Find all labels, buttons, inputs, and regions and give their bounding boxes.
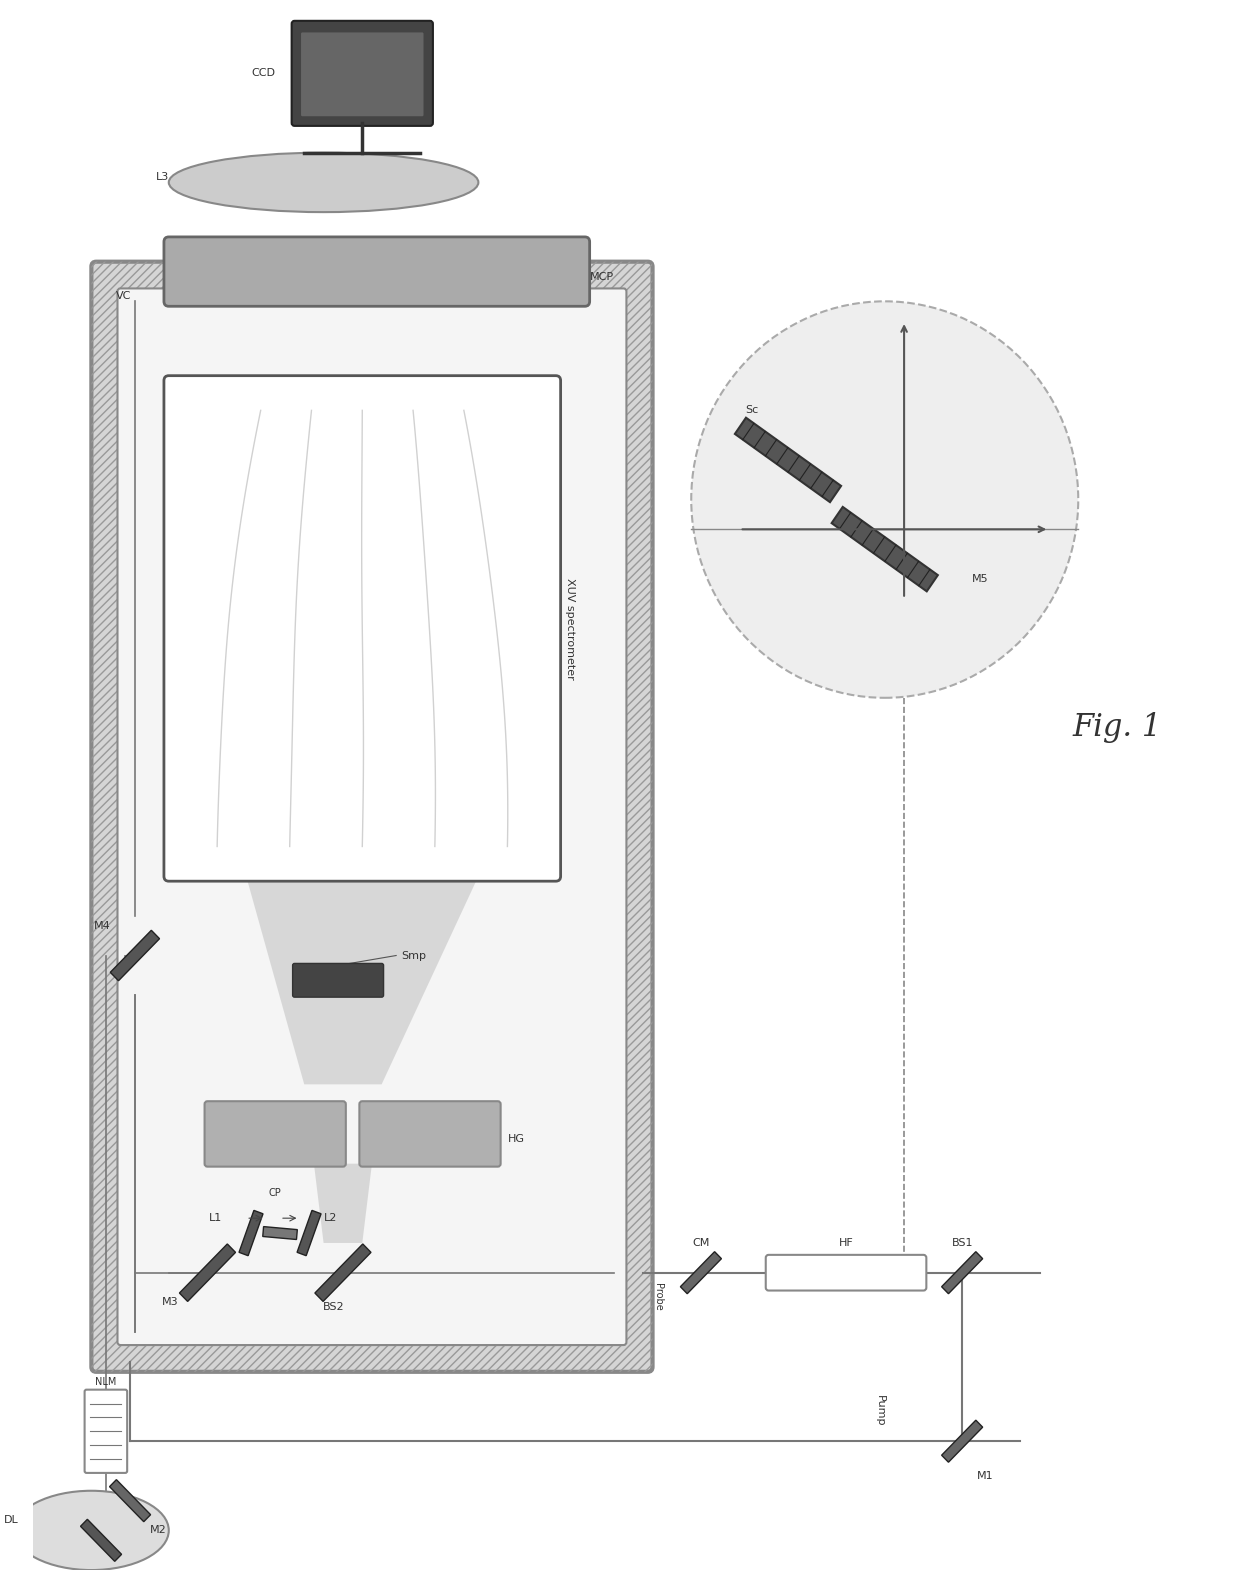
Text: M3: M3 [162,1298,179,1307]
Polygon shape [298,1211,321,1255]
Circle shape [691,301,1079,697]
Text: MCP: MCP [590,271,614,282]
Text: Smp: Smp [401,951,427,960]
Text: XUV spectrometer: XUV spectrometer [565,577,575,680]
Text: M1: M1 [977,1471,993,1481]
Text: M5: M5 [972,574,988,583]
FancyBboxPatch shape [300,32,424,117]
FancyBboxPatch shape [766,1255,926,1290]
Text: DL: DL [4,1515,19,1525]
Polygon shape [247,877,479,1085]
Polygon shape [180,1244,236,1301]
Text: HF: HF [838,1238,853,1247]
Text: M2: M2 [150,1525,166,1536]
FancyBboxPatch shape [291,21,433,126]
FancyBboxPatch shape [164,237,590,306]
Text: Fig. 1: Fig. 1 [1073,713,1162,743]
Text: BS2: BS2 [322,1303,343,1312]
FancyBboxPatch shape [118,289,626,1345]
FancyBboxPatch shape [92,262,652,1372]
Polygon shape [832,506,937,591]
Polygon shape [941,1252,982,1293]
Polygon shape [81,1519,122,1561]
Text: M4: M4 [94,921,110,930]
FancyBboxPatch shape [84,1389,128,1473]
Polygon shape [110,930,160,981]
Text: NLM: NLM [95,1377,117,1386]
Polygon shape [314,1164,372,1243]
Polygon shape [109,1479,150,1522]
Text: HG: HG [507,1134,525,1143]
Polygon shape [315,1244,371,1301]
Polygon shape [263,1227,298,1240]
Text: BS1: BS1 [951,1238,973,1247]
Text: L3: L3 [155,172,169,183]
Polygon shape [735,418,841,501]
Text: Pump: Pump [874,1394,885,1426]
Text: Sc: Sc [745,405,759,415]
Text: L1: L1 [208,1213,222,1224]
Text: VC: VC [115,292,131,301]
Ellipse shape [14,1490,169,1571]
FancyBboxPatch shape [205,1101,346,1167]
Polygon shape [681,1252,722,1293]
Text: CP: CP [269,1189,281,1199]
FancyBboxPatch shape [293,964,383,997]
Text: L2: L2 [324,1213,337,1224]
Polygon shape [239,1211,263,1255]
Text: CCD: CCD [252,68,275,79]
Text: Probe: Probe [652,1282,662,1310]
Polygon shape [941,1421,982,1462]
Ellipse shape [169,153,479,213]
FancyBboxPatch shape [164,375,560,882]
FancyBboxPatch shape [360,1101,501,1167]
Text: CM: CM [692,1238,709,1247]
